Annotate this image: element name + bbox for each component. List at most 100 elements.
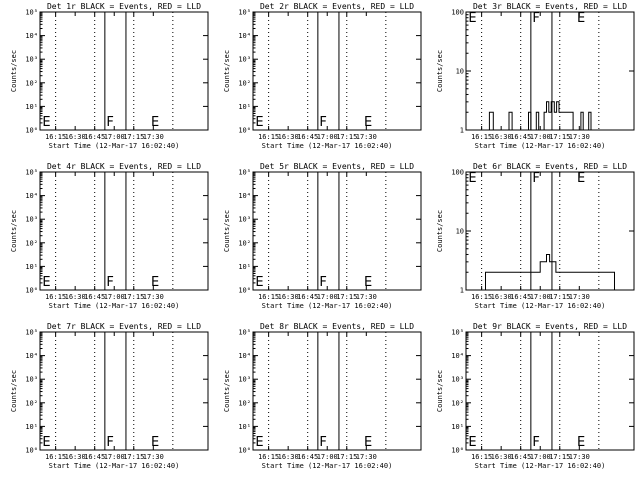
plot-frame xyxy=(252,11,422,131)
time-marker-label: E xyxy=(468,435,476,450)
time-marker-label: F xyxy=(106,115,113,130)
plot-frame xyxy=(39,171,209,291)
time-marker-label: E xyxy=(151,435,159,450)
x-tick-label: 16:45 xyxy=(84,293,105,301)
panel-title: Det 2r BLACK = Events, RED = LLD xyxy=(260,2,414,11)
time-marker-label: F xyxy=(319,435,326,450)
x-tick-label: 17:15 xyxy=(336,133,357,141)
y-tick-label: 10⁰ xyxy=(25,447,38,455)
x-tick-label: 17:15 xyxy=(336,453,357,461)
time-marker-label: E xyxy=(42,275,50,290)
time-marker-label: E xyxy=(42,435,50,450)
detector-panel-2: Det 2r BLACK = Events, RED = LLD 10⁰ 10¹ 10… xyxy=(213,0,426,160)
y-tick-label: 10² xyxy=(238,239,251,247)
plot-frame xyxy=(252,171,422,291)
detector-panel-8: Det 8r BLACK = Events, RED = LLD 10⁰ 10¹ 10… xyxy=(213,320,426,480)
plot-frame xyxy=(39,11,209,131)
y-tick-label: 10⁵ xyxy=(238,169,251,177)
y-axis-label: Counts/sec xyxy=(436,370,444,412)
y-tick-label: 10 xyxy=(456,68,464,76)
panel-title: Det 5r BLACK = Events, RED = LLD xyxy=(260,162,414,171)
y-tick-label: 10⁵ xyxy=(25,9,38,17)
y-tick-label: 10⁰ xyxy=(25,127,38,135)
panel-chart-svg: Det 2r BLACK = Events, RED = LLD 10⁰ 10¹ 10… xyxy=(223,2,422,150)
time-marker-label: E xyxy=(364,435,372,450)
y-tick-label: 10² xyxy=(25,399,38,407)
y-axis-label: Counts/sec xyxy=(10,50,18,92)
x-tick-label: 16:45 xyxy=(510,133,531,141)
y-axis-label: Counts/sec xyxy=(436,50,444,92)
x-tick-label: 16:30 xyxy=(491,453,512,461)
x-tick-label: 17:00 xyxy=(530,293,551,301)
y-tick-label: 10² xyxy=(25,79,38,87)
detector-panel-6: Det 6r BLACK = Events, RED = LLD 1 10 100 16… xyxy=(426,160,639,320)
x-tick-label: 16:45 xyxy=(510,293,531,301)
x-axis-label: Start Time (12-Mar-17 16:02:40) xyxy=(49,462,180,470)
x-axis-label: Start Time (12-Mar-17 16:02:40) xyxy=(262,142,393,150)
panel-title: Det 8r BLACK = Events, RED = LLD xyxy=(260,322,414,331)
y-tick-label: 10⁴ xyxy=(25,352,38,360)
y-axis-label: Counts/sec xyxy=(436,210,444,252)
y-tick-label: 10⁰ xyxy=(25,287,38,295)
time-marker-label: E xyxy=(255,435,263,450)
x-axis-label: Start Time (12-Mar-17 16:02:40) xyxy=(475,462,606,470)
x-tick-label: 16:15 xyxy=(45,293,66,301)
detector-panel-1: Det 1r BLACK = Events, RED = LLD 10⁰ 10¹ 10… xyxy=(0,0,213,160)
x-tick-label: 16:30 xyxy=(65,133,86,141)
x-tick-label: 16:30 xyxy=(278,133,299,141)
y-axis-label: Counts/sec xyxy=(223,370,231,412)
time-marker-label: F xyxy=(106,435,113,450)
y-tick-label: 10⁴ xyxy=(238,352,251,360)
panel-chart-svg: Det 4r BLACK = Events, RED = LLD 10⁰ 10¹ 10… xyxy=(10,162,209,310)
time-marker-label: F xyxy=(532,11,539,26)
time-marker-label: E xyxy=(468,11,476,26)
time-marker-label: E xyxy=(42,115,50,130)
panel-chart-svg: Det 9r BLACK = Events, RED = LLD 10⁰ 10¹ 10… xyxy=(436,322,635,470)
x-tick-label: 17:00 xyxy=(530,133,551,141)
y-tick-label: 100 xyxy=(451,9,464,17)
y-tick-label: 10⁴ xyxy=(451,352,464,360)
time-marker-label: F xyxy=(319,275,326,290)
y-tick-label: 10³ xyxy=(238,56,251,64)
x-tick-label: 16:30 xyxy=(491,133,512,141)
x-tick-label: 17:15 xyxy=(123,133,144,141)
y-tick-label: 10¹ xyxy=(238,423,251,431)
x-tick-label: 16:15 xyxy=(258,133,279,141)
x-tick-label: 16:45 xyxy=(297,133,318,141)
y-tick-label: 10⁰ xyxy=(238,127,251,135)
x-tick-label: 17:15 xyxy=(123,453,144,461)
y-axis-label: Counts/sec xyxy=(223,210,231,252)
y-tick-label: 10⁴ xyxy=(25,32,38,40)
x-tick-label: 17:30 xyxy=(569,293,590,301)
x-tick-label: 17:00 xyxy=(317,453,338,461)
y-tick-label: 10¹ xyxy=(25,103,38,111)
panel-chart-svg: Det 5r BLACK = Events, RED = LLD 10⁰ 10¹ 10… xyxy=(223,162,422,310)
panel-chart-svg: Det 8r BLACK = Events, RED = LLD 10⁰ 10¹ 10… xyxy=(223,322,422,470)
x-tick-label: 17:30 xyxy=(569,453,590,461)
x-axis-label: Start Time (12-Mar-17 16:02:40) xyxy=(49,302,180,310)
plot-frame xyxy=(252,331,422,451)
y-tick-label: 100 xyxy=(451,169,464,177)
time-marker-label: F xyxy=(532,435,539,450)
y-tick-label: 10⁰ xyxy=(238,287,251,295)
y-tick-label: 10² xyxy=(238,399,251,407)
x-axis-label: Start Time (12-Mar-17 16:02:40) xyxy=(49,142,180,150)
time-marker-label: F xyxy=(106,275,113,290)
x-tick-label: 16:30 xyxy=(278,453,299,461)
y-tick-label: 10 xyxy=(456,228,464,236)
y-tick-label: 10⁵ xyxy=(451,329,464,337)
y-tick-label: 10⁰ xyxy=(451,447,464,455)
y-tick-label: 10¹ xyxy=(238,103,251,111)
detector-panel-5: Det 5r BLACK = Events, RED = LLD 10⁰ 10¹ 10… xyxy=(213,160,426,320)
events-series-line xyxy=(466,254,634,291)
x-tick-label: 16:15 xyxy=(471,293,492,301)
y-tick-label: 10³ xyxy=(25,56,38,64)
y-tick-label: 10² xyxy=(238,79,251,87)
y-tick-label: 10¹ xyxy=(25,263,38,271)
x-tick-label: 17:30 xyxy=(569,133,590,141)
x-tick-label: 17:30 xyxy=(143,293,164,301)
panel-title: Det 7r BLACK = Events, RED = LLD xyxy=(47,322,201,331)
panel-title: Det 1r BLACK = Events, RED = LLD xyxy=(47,2,201,11)
x-tick-label: 16:45 xyxy=(297,453,318,461)
x-tick-label: 17:30 xyxy=(143,133,164,141)
